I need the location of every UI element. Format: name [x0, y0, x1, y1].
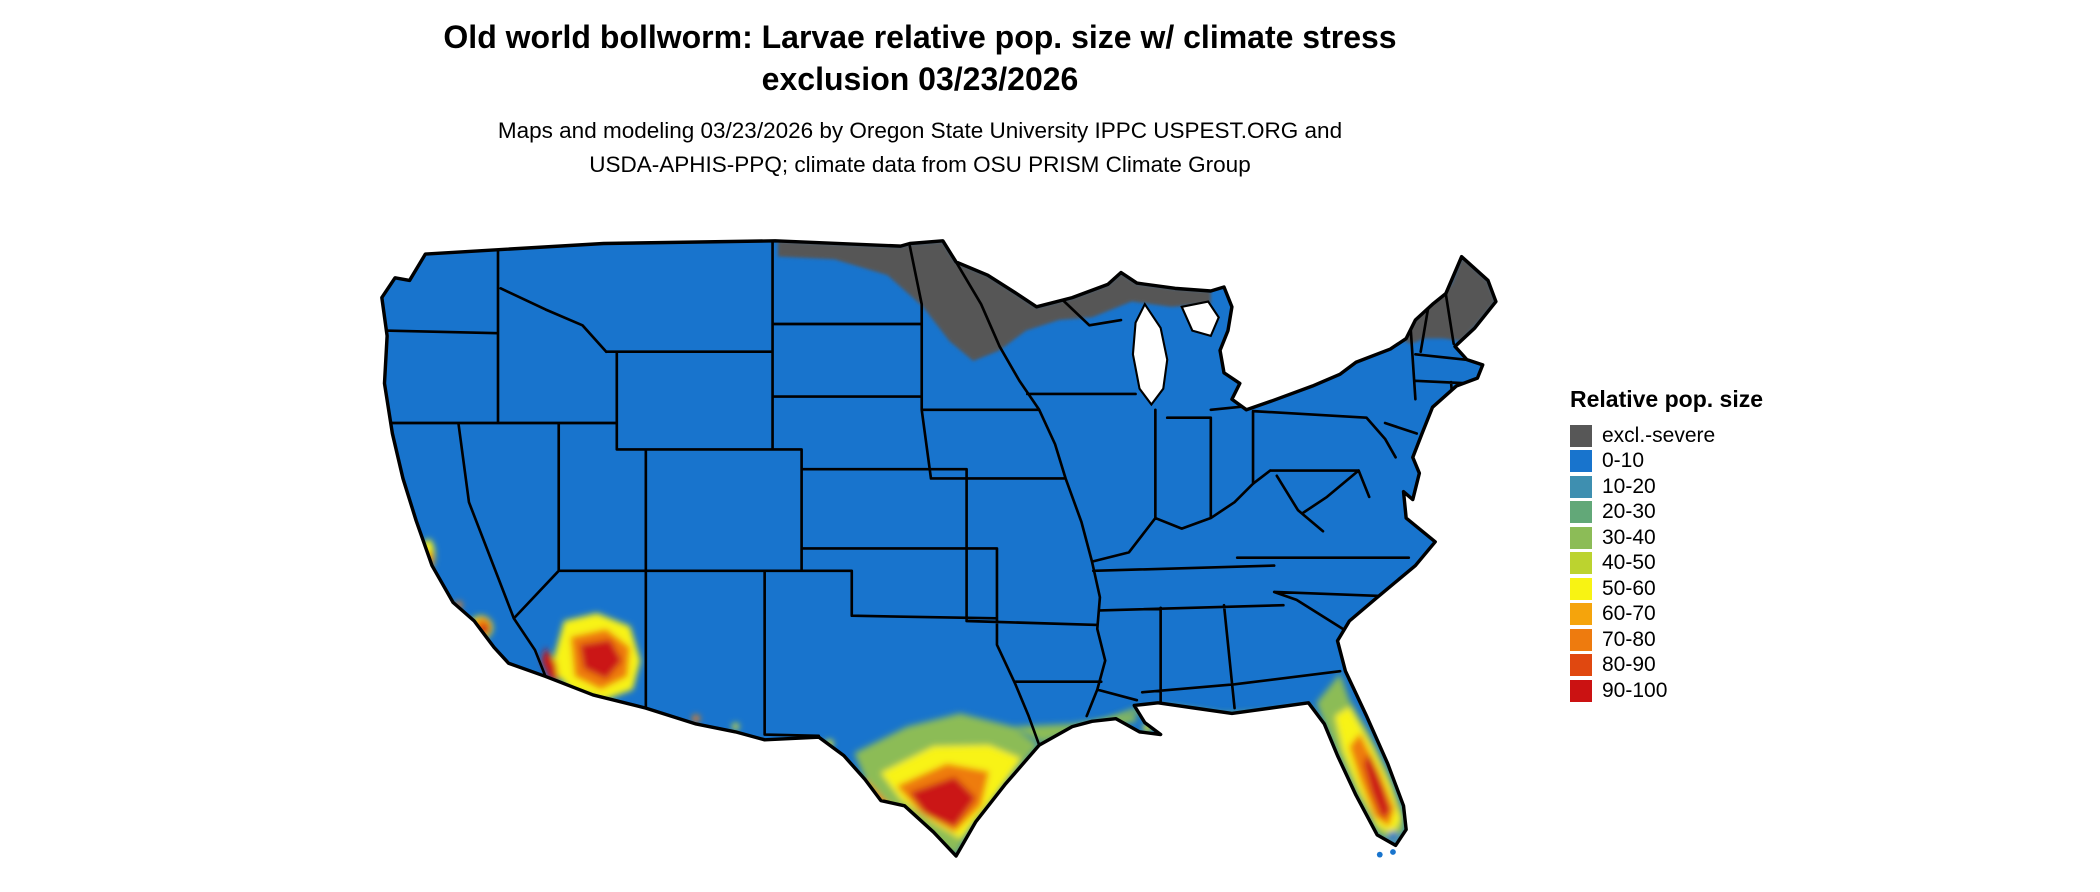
legend-swatch-60-70	[1570, 603, 1592, 626]
lake-michigan	[1131, 302, 1169, 407]
legend-swatch-10-20	[1570, 475, 1592, 498]
new-mexico-border-speck	[692, 714, 700, 723]
legend-label: 20-30	[1602, 500, 1656, 524]
legend-item: 80-90	[1570, 653, 1763, 679]
page-subtitle: Maps and modeling 03/23/2026 by Oregon S…	[0, 114, 1840, 182]
state-borders	[383, 240, 1471, 747]
new-mexico-border-speck-2	[732, 723, 739, 730]
legend-item: 0-10	[1570, 449, 1763, 475]
us-map	[300, 225, 1554, 885]
lake-huron	[1180, 300, 1220, 338]
legend-item: 40-50	[1570, 551, 1763, 577]
map-legend: Relative pop. size excl.-severe 0-10 10-…	[1570, 386, 1763, 704]
subtitle-line-2: USDA-APHIS-PPQ; climate data from OSU PR…	[589, 152, 1251, 177]
legend-label: 30-40	[1602, 525, 1656, 549]
florida-keys-speck	[1376, 851, 1383, 858]
florida-keys-speck-2	[1390, 849, 1396, 855]
subtitle-line-1: Maps and modeling 03/23/2026 by Oregon S…	[497, 118, 1343, 143]
legend-item: 90-100	[1570, 678, 1763, 704]
legend-swatch-0-10	[1570, 450, 1592, 473]
legend-item: 20-30	[1570, 500, 1763, 526]
everglades-speck	[1387, 830, 1399, 842]
legend-title: Relative pop. size	[1570, 386, 1764, 412]
florida-hotspot	[1316, 673, 1405, 846]
legend-label: 10-20	[1602, 474, 1656, 498]
exclusion-overlay-new-england	[1403, 256, 1496, 344]
title-line-2: exclusion 03/23/2026	[761, 61, 1079, 97]
legend-item: 50-60	[1570, 576, 1763, 602]
map-header: Old world bollworm: Larvae relative pop.…	[0, 16, 1840, 182]
legend-item: 60-70	[1570, 602, 1763, 628]
us-map-svg	[380, 239, 1498, 858]
colorado-river-streak	[541, 647, 559, 682]
legend-label: 80-90	[1602, 653, 1656, 677]
legend-item: 30-40	[1570, 525, 1763, 551]
legend-swatch-70-80	[1570, 628, 1592, 651]
legend-swatch-40-50	[1570, 552, 1592, 575]
legend-label: 0-10	[1602, 449, 1645, 473]
legend-swatch-30-40	[1570, 526, 1592, 549]
legend-item: 10-20	[1570, 474, 1763, 500]
legend-label: 40-50	[1602, 551, 1656, 575]
legend-label: 60-70	[1602, 602, 1656, 626]
legend-swatch-20-30	[1570, 501, 1592, 524]
legend-swatch-excl-severe	[1570, 424, 1592, 447]
legend-item: 70-80	[1570, 627, 1763, 653]
legend-label: excl.-severe	[1602, 423, 1716, 447]
arizona-hotspot	[541, 613, 739, 730]
title-line-1: Old world bollworm: Larvae relative pop.…	[443, 19, 1397, 55]
legend-label: 50-60	[1602, 576, 1656, 600]
legend-swatch-50-60	[1570, 577, 1592, 600]
legend-label: 70-80	[1602, 627, 1656, 651]
legend-label: 90-100	[1602, 678, 1668, 702]
legend-swatch-80-90	[1570, 654, 1592, 677]
legend-swatch-90-100	[1570, 679, 1592, 702]
page-title: Old world bollworm: Larvae relative pop.…	[0, 16, 1840, 100]
legend-item: excl.-severe	[1570, 423, 1763, 449]
